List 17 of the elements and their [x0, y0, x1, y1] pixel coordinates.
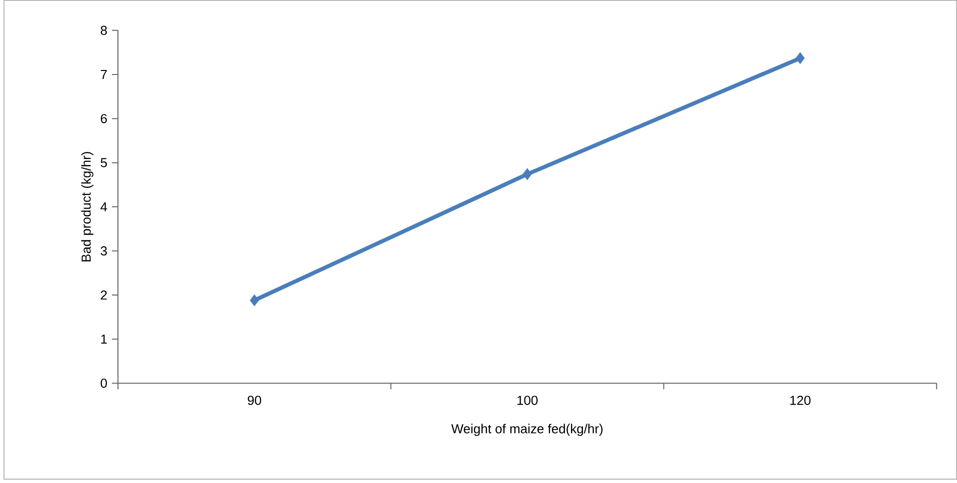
x-axis-title: Weight of maize fed(kg/hr) — [451, 424, 603, 436]
y-tick-label: 3 — [100, 246, 107, 256]
y-tick-label: 2 — [100, 290, 107, 300]
point — [250, 294, 259, 306]
x-tick-label: 90 — [248, 396, 262, 405]
y-tick-label: 8 — [100, 26, 107, 35]
y-tick-label: 4 — [100, 202, 108, 212]
y-tick-label: 1 — [101, 334, 107, 344]
x-tick-label: 120 — [790, 396, 811, 405]
y-tick-label: 5 — [100, 158, 107, 168]
y-axis-title: Bad product (kg/hr) — [81, 152, 94, 262]
y-tick-label: 7 — [100, 70, 107, 79]
point — [796, 52, 805, 64]
x-tick-label: 100 — [517, 396, 538, 405]
point — [522, 168, 532, 180]
y-tick-label: 0 — [100, 378, 107, 388]
y-tick-label: 6 — [100, 114, 107, 124]
